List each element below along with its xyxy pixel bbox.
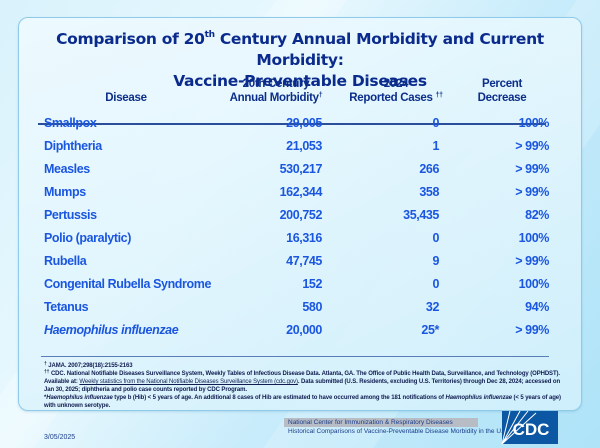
- table-row: Diphtheria 21,053 1 > 99%: [0, 138, 600, 158]
- disease-name: Congenital Rubella Syndrome: [44, 277, 212, 291]
- table-row: Haemophilus influenzae 20,000 25* > 99%: [0, 322, 600, 342]
- annual-morbidity-value: 152: [302, 277, 322, 291]
- annual-morbidity-value: 162,344: [279, 185, 323, 199]
- table-row: Measles 530,217 266 > 99%: [0, 161, 600, 181]
- percent-decrease-value: 100%: [518, 116, 550, 130]
- footer-center-name: National Center for Immunization & Respi…: [288, 419, 453, 426]
- nndss-link[interactable]: Weekly statistics from the National Noti…: [79, 379, 298, 385]
- table-bottom-divider: [41, 356, 549, 357]
- header-divider: [38, 123, 546, 125]
- title-line-2: Vaccine-Preventable Diseases: [173, 72, 427, 90]
- footer-center-bar: [284, 418, 478, 427]
- reported-cases-value: 0: [432, 231, 439, 245]
- reported-cases-value: 0: [432, 277, 439, 291]
- reported-cases-value: 9: [432, 254, 439, 268]
- disease-name: Smallpox: [44, 116, 97, 130]
- page-title: Comparison of 20th Century Annual Morbid…: [18, 29, 582, 92]
- percent-decrease-value: > 99%: [515, 139, 549, 153]
- percent-decrease-value: > 99%: [515, 185, 549, 199]
- table-row: Polio (paralytic) 16,316 0 100%: [0, 230, 600, 250]
- cdc-logo-icon: CDC: [501, 410, 558, 445]
- disease-name: Rubella: [44, 254, 87, 268]
- slide-date: 3/05/2025: [44, 434, 76, 441]
- annual-morbidity-value: 200,752: [279, 208, 323, 222]
- annual-morbidity-value: 47,745: [286, 254, 322, 268]
- disease-name: Mumps: [44, 185, 86, 199]
- disease-name: Pertussis: [44, 208, 97, 222]
- disease-name: Haemophilus influenzae: [44, 323, 179, 337]
- content-card: [18, 17, 582, 411]
- column-header-percent: Percent Decrease: [477, 78, 527, 104]
- annual-morbidity-value: 21,053: [286, 139, 322, 153]
- column-header-cases: 2024 Reported Cases ††: [349, 78, 443, 104]
- column-header-morbidity: 20th Century Annual Morbidity†: [229, 78, 323, 104]
- disease-name: Measles: [44, 162, 90, 176]
- annual-morbidity-value: 530,217: [279, 162, 323, 176]
- table-row: Mumps 162,344 358 > 99%: [0, 184, 600, 204]
- annual-morbidity-value: 20,000: [286, 323, 322, 337]
- reported-cases-value: 358: [419, 185, 439, 199]
- cdc-logo-text: CDC: [513, 420, 550, 439]
- title-line-1: Comparison of 20th Century Annual Morbid…: [56, 30, 544, 69]
- footnote-3: *Haemophilus influenzae type b (Hib) < 5…: [44, 395, 561, 409]
- annual-morbidity-value: 580: [302, 300, 322, 314]
- annual-morbidity-value: 29,005: [286, 116, 322, 130]
- table-row: Tetanus 580 32 94%: [0, 299, 600, 319]
- disease-name: Diphtheria: [44, 139, 102, 153]
- footnotes: † JAMA. 2007;298(18):2155-2163 †† CDC. N…: [44, 362, 564, 410]
- percent-decrease-value: 94%: [525, 300, 549, 314]
- reported-cases-value: 1: [432, 139, 439, 153]
- cdc-logo-rays: [501, 410, 537, 445]
- percent-decrease-value: > 99%: [515, 323, 549, 337]
- percent-decrease-value: 100%: [518, 231, 550, 245]
- disease-name: Polio (paralytic): [44, 231, 131, 245]
- percent-decrease-value: > 99%: [515, 254, 549, 268]
- percent-decrease-value: > 99%: [515, 162, 549, 176]
- reported-cases-value: 25*: [421, 323, 439, 337]
- reported-cases-value: 266: [419, 162, 439, 176]
- table-row: Rubella 47,745 9 > 99%: [0, 253, 600, 273]
- annual-morbidity-value: 16,316: [286, 231, 322, 245]
- footnote-2: †† CDC. National Notifiable Diseases Sur…: [44, 369, 561, 394]
- table-row: Pertussis 200,752 35,435 82%: [0, 207, 600, 227]
- reported-cases-value: 0: [432, 116, 439, 130]
- table-row: Congenital Rubella Syndrome 152 0 100%: [0, 276, 600, 296]
- footer-subtitle: Historical Comparisons of Vaccine-Preven…: [288, 428, 509, 435]
- reported-cases-value: 32: [425, 300, 440, 314]
- percent-decrease-value: 100%: [518, 277, 550, 291]
- footnote-1: † JAMA. 2007;298(18):2155-2163: [44, 361, 133, 370]
- column-header-disease: Disease: [105, 92, 147, 104]
- disease-name: Tetanus: [44, 300, 89, 314]
- table-row: Smallpox 29,005 0 100%: [0, 115, 600, 135]
- percent-decrease-value: 82%: [525, 208, 549, 222]
- reported-cases-value: 35,435: [403, 208, 439, 222]
